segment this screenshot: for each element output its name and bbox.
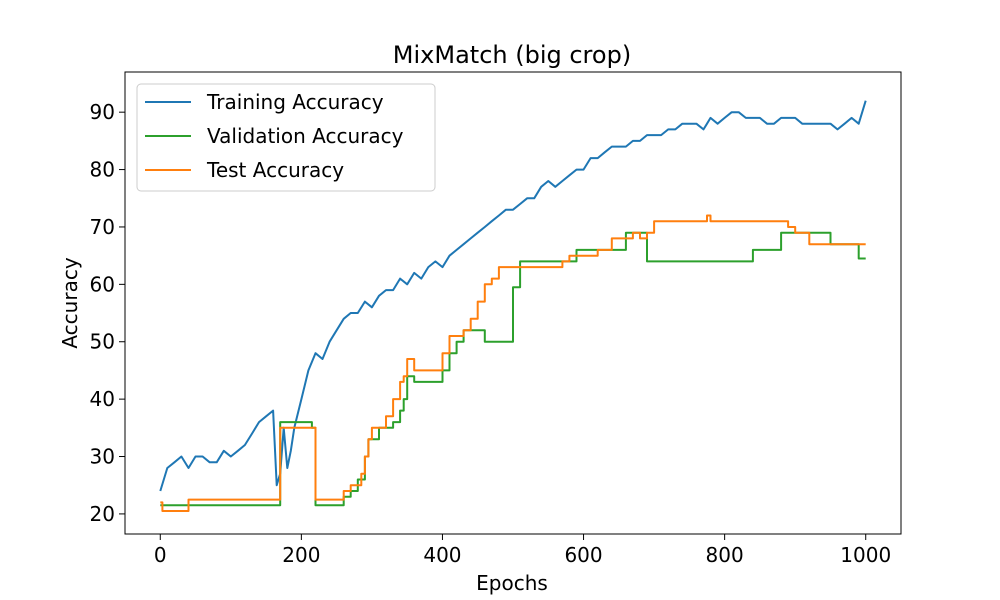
y-tick-label: 50	[90, 330, 115, 354]
y-tick-label: 30	[90, 445, 115, 469]
y-axis: 20 30 40 50 60 70 80 90	[90, 100, 125, 526]
training-accuracy-line	[159, 100, 867, 492]
test-accuracy-line	[160, 214, 866, 512]
legend: Training Accuracy Validation Accuracy Te…	[136, 83, 436, 192]
y-tick-label: 90	[90, 100, 115, 124]
x-tick-label: 600	[564, 543, 602, 567]
legend-box	[136, 83, 436, 192]
legend-label-training: Training Accuracy	[206, 90, 384, 114]
y-tick-label: 20	[90, 502, 115, 526]
y-tick-label: 40	[90, 387, 115, 411]
legend-label-validation: Validation Accuracy	[207, 124, 404, 148]
y-tick-label: 80	[90, 158, 115, 182]
x-tick-label: 0	[154, 543, 167, 567]
y-axis-label: Accuracy	[58, 257, 82, 348]
x-tick-label: 400	[423, 543, 461, 567]
legend-label-test: Test Accuracy	[206, 158, 344, 182]
y-tick-label: 70	[90, 215, 115, 239]
y-tick-label: 60	[90, 272, 115, 296]
x-tick-label: 1000	[840, 543, 891, 567]
x-axis: 0 200 400 600 800 1000	[154, 534, 891, 567]
x-tick-label: 800	[706, 543, 744, 567]
validation-accuracy-line	[160, 231, 866, 507]
axes-frame	[124, 71, 902, 535]
chart-title: MixMatch (big crop)	[393, 41, 631, 69]
series-layer	[159, 100, 867, 512]
x-tick-label: 200	[282, 543, 320, 567]
x-axis-label: Epochs	[476, 571, 548, 595]
